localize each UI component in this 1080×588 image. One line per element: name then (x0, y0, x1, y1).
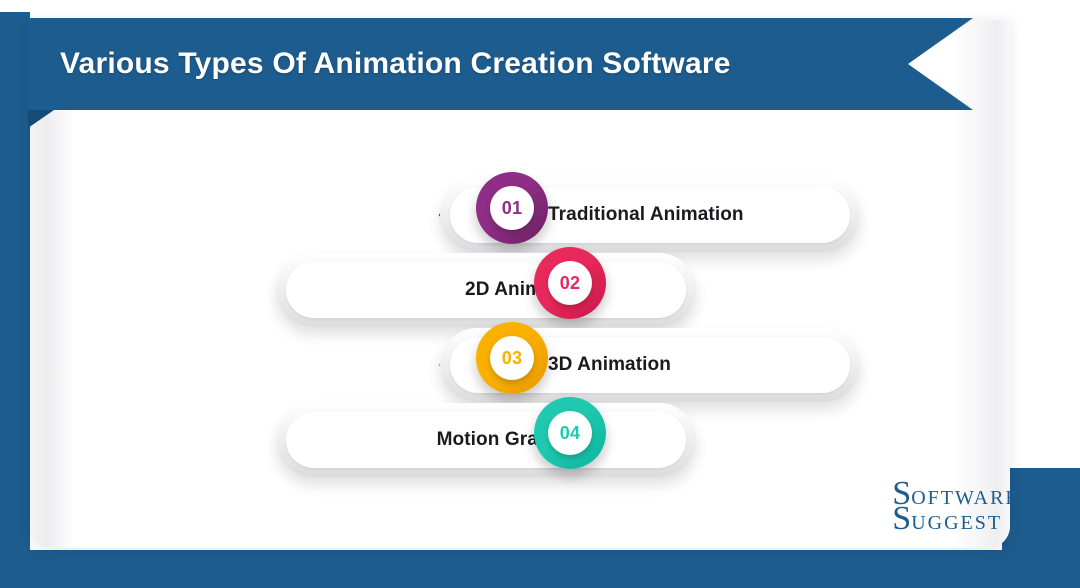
logo-line2-capital: S (892, 500, 912, 537)
logo-line1-capital: S (892, 475, 912, 512)
header-ribbon: Various Types Of Animation Creation Soft… (28, 18, 973, 128)
item-number-disc: 03 (490, 336, 534, 380)
item-number: 02 (559, 272, 581, 293)
list-item[interactable]: Motion Graphics 04 (0, 397, 1080, 483)
logo-line2-rest: UGGEST (911, 512, 1003, 534)
ribbon-shape (28, 18, 973, 110)
item-number-badge[interactable]: 04 (534, 397, 606, 469)
animation-types-list: Traditional Animation 01 2D Animation 02 3D … (0, 172, 1080, 477)
item-number-badge[interactable]: 02 (534, 247, 606, 319)
item-pill-inner: Motion Graphics (286, 412, 686, 468)
item-pill-inner: 2D Animation (286, 262, 686, 318)
frame-left-bar (0, 12, 30, 572)
item-pill: 2D Animation (276, 253, 696, 327)
item-number-disc: 02 (548, 261, 592, 305)
item-number: 04 (559, 422, 581, 443)
list-item[interactable]: 2D Animation 02 (0, 247, 1080, 333)
item-number: 03 (501, 347, 523, 368)
frame-bottom-bar (0, 550, 1080, 588)
item-number-badge[interactable]: 03 (476, 322, 548, 394)
softwaresuggest-logo: SOFTWARE® SUGGEST (892, 477, 1028, 536)
registered-icon: ® (1019, 488, 1028, 501)
logo-line-1: SOFTWARE® (892, 477, 1028, 511)
page-title: Various Types Of Animation Creation Soft… (60, 47, 731, 80)
list-item[interactable]: Traditional Animation 01 (0, 172, 1080, 258)
item-number-disc: 01 (490, 186, 534, 230)
list-item[interactable]: 3D Animation 03 (0, 322, 1080, 408)
logo-line-2: SUGGEST (892, 502, 1028, 536)
logo-line1-rest: OFTWARE (911, 487, 1020, 509)
item-label: 3D Animation (548, 354, 671, 375)
item-number-badge[interactable]: 01 (476, 172, 548, 244)
item-label: Traditional Animation (548, 204, 744, 225)
frame-right-bar (1002, 468, 1080, 588)
item-pill: Motion Graphics (276, 403, 696, 477)
item-number-disc: 04 (548, 411, 592, 455)
item-number: 01 (501, 197, 523, 218)
